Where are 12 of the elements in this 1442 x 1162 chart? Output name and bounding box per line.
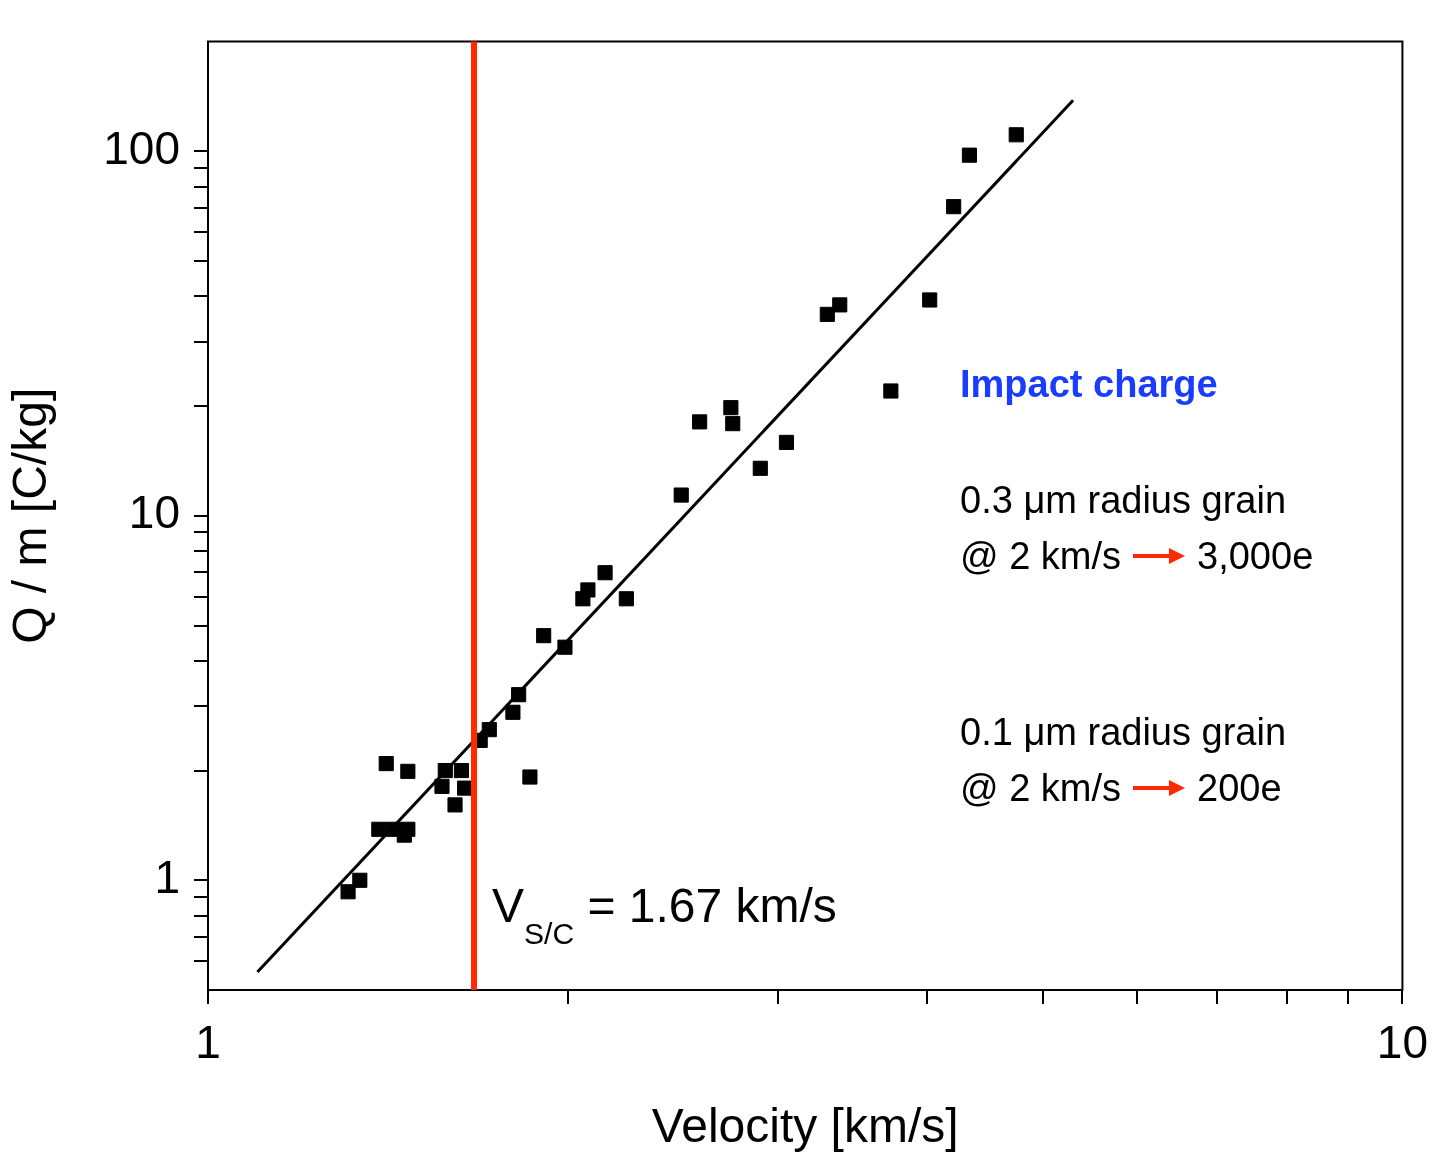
x-axis-title: Velocity [km/s]	[651, 1099, 959, 1153]
annotation: 0.3 μm radius grain	[960, 478, 1288, 523]
y-tick-label: 10	[128, 486, 180, 539]
annotation: @ 2 km/s	[960, 534, 1122, 579]
y-tick-label: 100	[103, 122, 180, 175]
annotation: 200e	[1197, 766, 1282, 811]
annotation: Impact charge	[960, 362, 1218, 407]
annotation: 0.1 μm radius grain	[960, 710, 1287, 755]
y-axis-title: Q / m [C/kg]	[3, 387, 57, 644]
y-tick-label: 1	[154, 850, 180, 903]
annotation: @ 2 km/s	[960, 766, 1122, 811]
annotation: 3,000e	[1197, 534, 1314, 579]
